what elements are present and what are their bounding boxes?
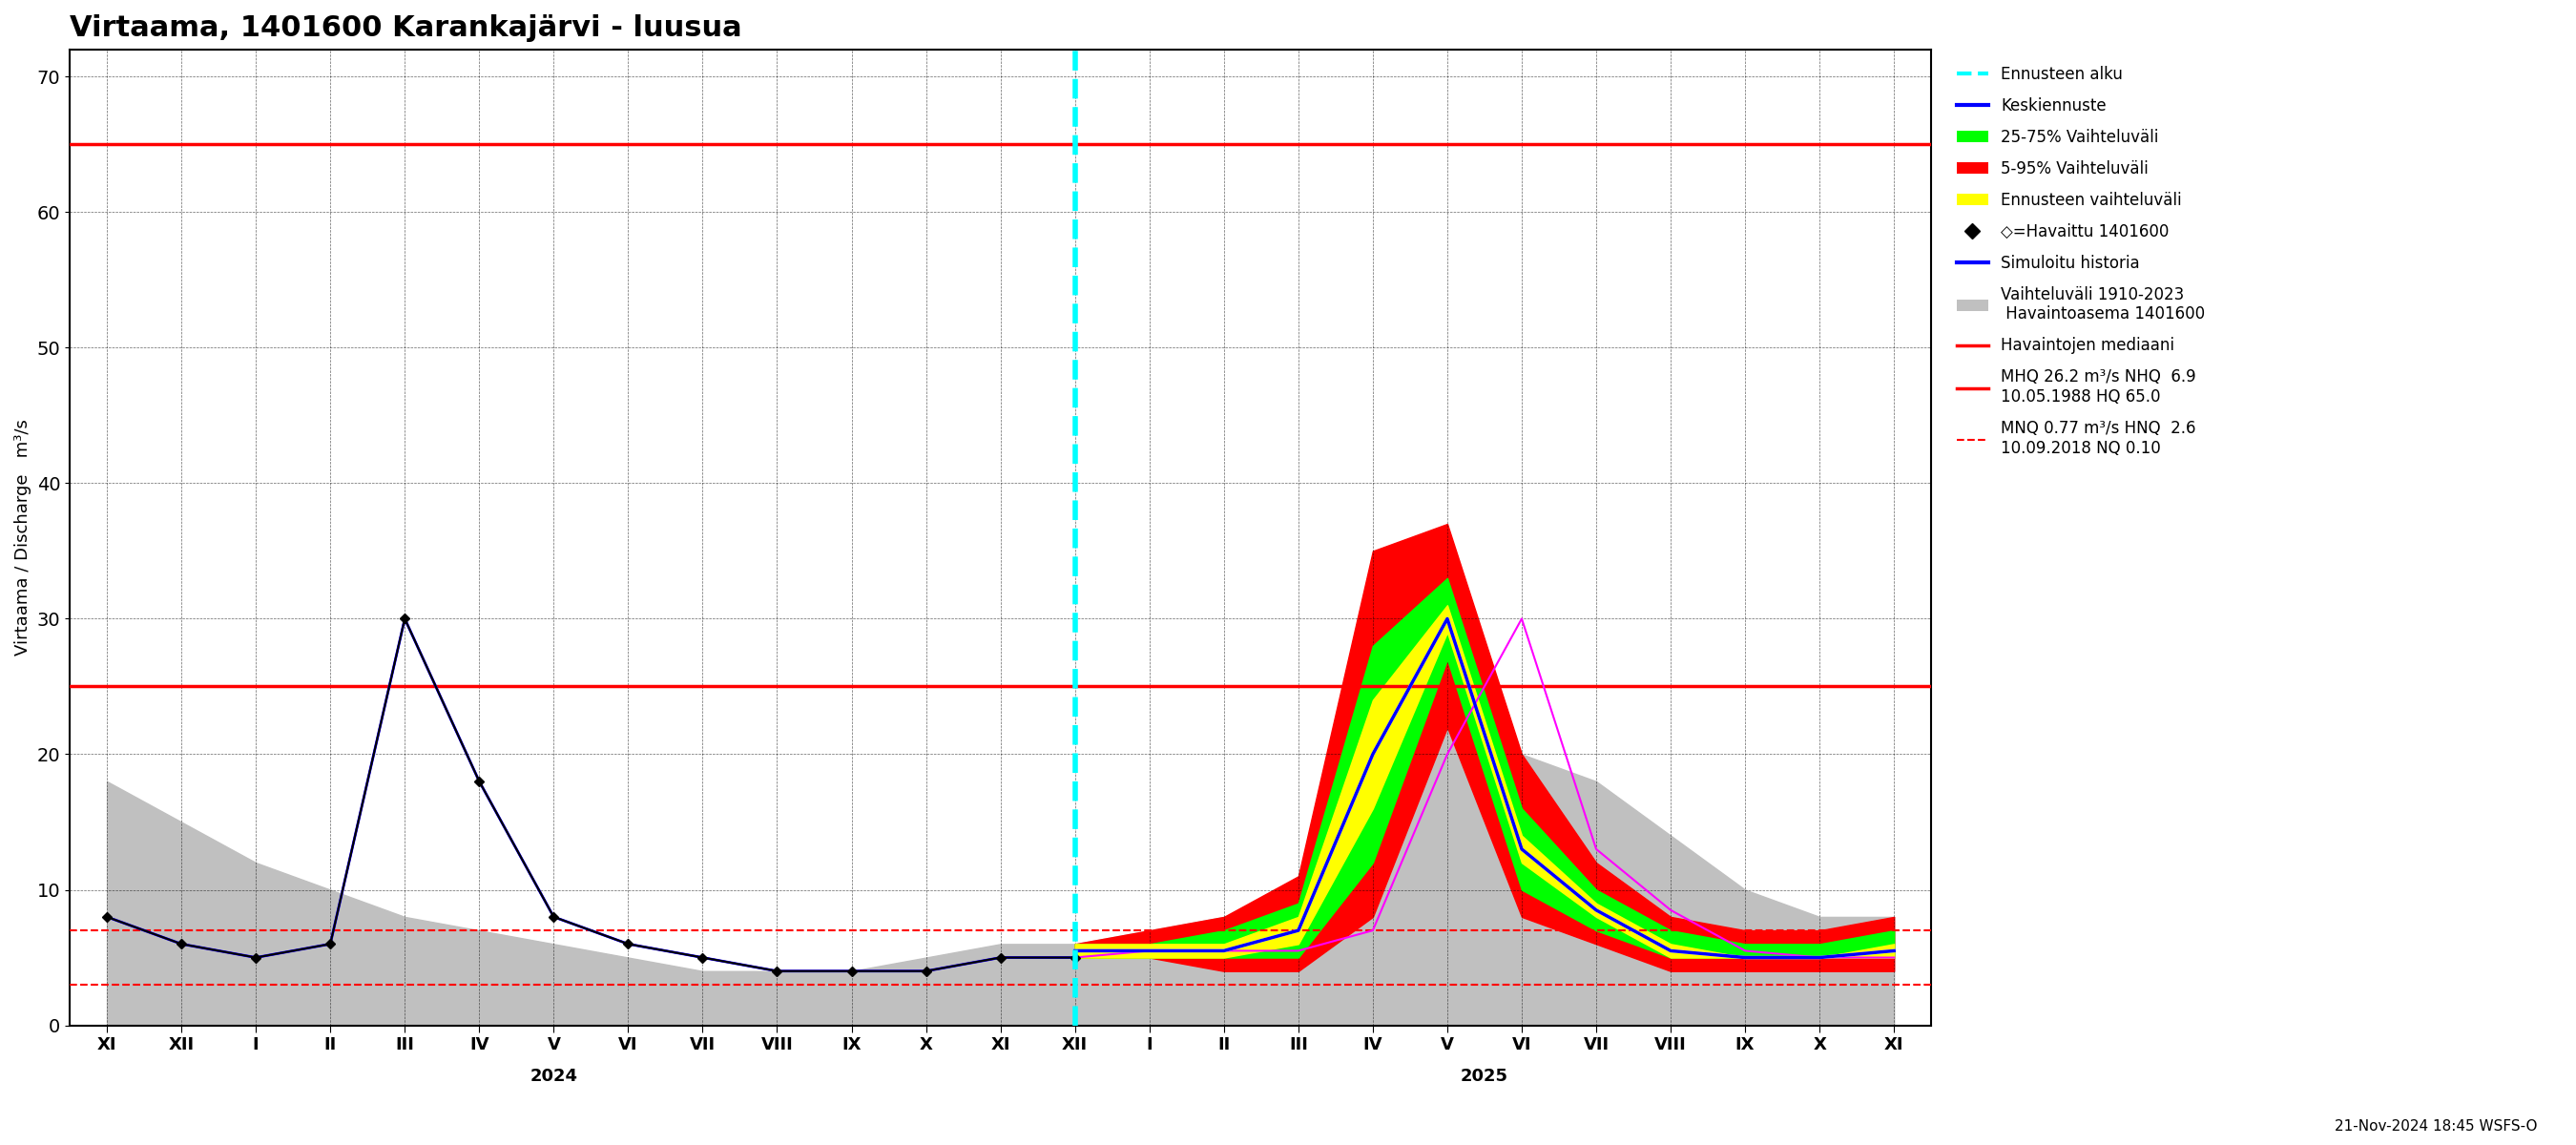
Legend: Ennusteen alku, Keskiennuste, 25-75% Vaihteluväli, 5-95% Vaihteluväli, Ennusteen: Ennusteen alku, Keskiennuste, 25-75% Vai… bbox=[1947, 57, 2213, 465]
Text: 21-Nov-2024 18:45 WSFS-O: 21-Nov-2024 18:45 WSFS-O bbox=[2334, 1120, 2537, 1134]
Text: 2024: 2024 bbox=[531, 1067, 577, 1085]
Text: 2025: 2025 bbox=[1461, 1067, 1510, 1085]
Y-axis label: Virtaama / Discharge   m³/s: Virtaama / Discharge m³/s bbox=[15, 419, 31, 656]
Text: Virtaama, 1401600 Karankajärvi - luusua: Virtaama, 1401600 Karankajärvi - luusua bbox=[70, 14, 742, 42]
